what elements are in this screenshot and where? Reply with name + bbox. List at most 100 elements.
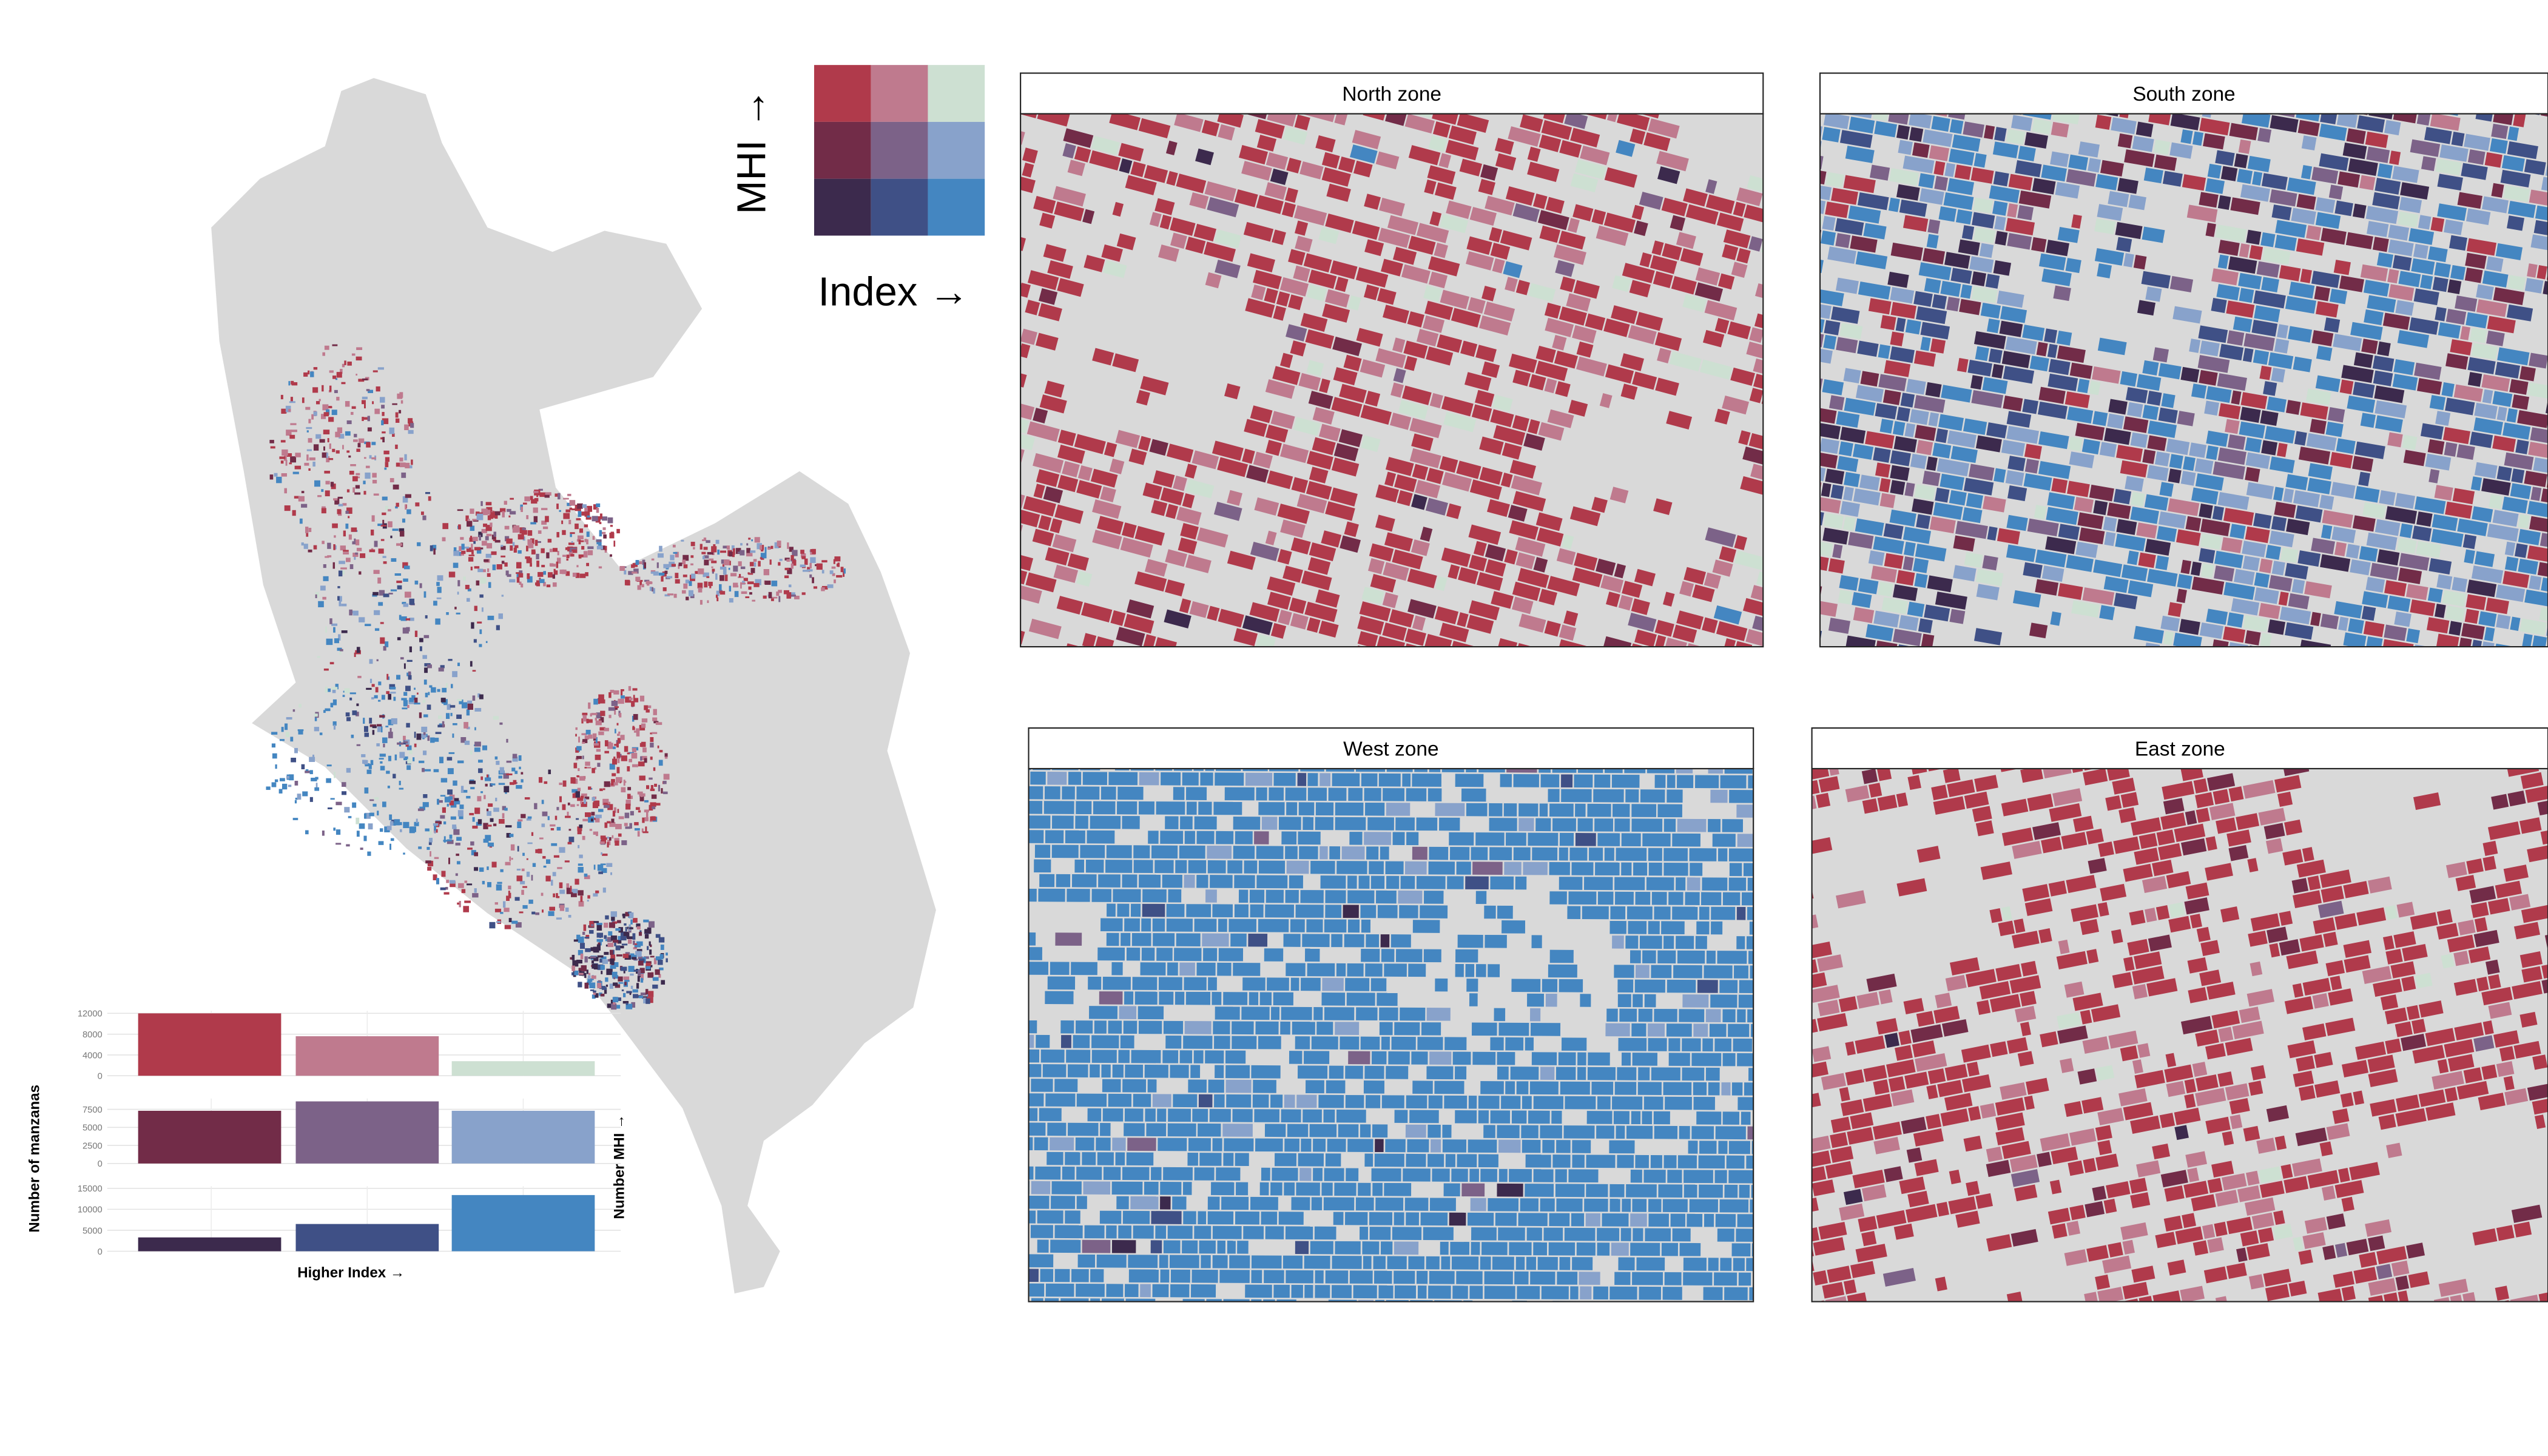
block <box>1195 148 1214 166</box>
map-block <box>605 945 609 947</box>
map-block <box>338 570 343 577</box>
map-block <box>625 826 631 829</box>
y-tick-label: 10000 <box>78 1205 103 1215</box>
map-block <box>306 449 312 451</box>
block <box>1563 610 1579 627</box>
map-block <box>472 893 479 898</box>
map-block <box>338 504 343 507</box>
map-block <box>370 529 374 536</box>
block <box>1077 465 1093 481</box>
block <box>2427 439 2445 455</box>
block <box>1272 366 1301 385</box>
block <box>2399 553 2430 571</box>
block <box>1511 475 1543 496</box>
map-block <box>610 949 613 955</box>
block <box>2426 617 2450 634</box>
map-block <box>600 965 605 970</box>
map-block <box>596 924 602 931</box>
block <box>1890 242 1923 261</box>
map-block <box>313 367 318 370</box>
block <box>1823 334 1837 350</box>
block <box>1676 232 1696 249</box>
block <box>2078 141 2100 158</box>
block <box>1185 479 1215 499</box>
block <box>1838 441 1853 457</box>
block <box>2147 391 2162 406</box>
map-block <box>590 818 593 822</box>
map-block <box>613 757 616 763</box>
block <box>1938 414 1964 431</box>
block <box>2293 490 2320 508</box>
block <box>2316 301 2339 318</box>
block <box>1835 218 1864 236</box>
map-block <box>466 795 471 799</box>
map-block <box>695 571 698 575</box>
block <box>1265 530 1277 545</box>
block <box>1609 487 1629 504</box>
map-block <box>604 935 607 939</box>
map-block <box>639 743 645 747</box>
block <box>2183 456 2196 471</box>
block <box>2169 454 2183 469</box>
block <box>2180 559 2192 575</box>
legend-cell <box>814 121 871 179</box>
block <box>2198 325 2228 343</box>
block <box>2333 260 2351 275</box>
block <box>1062 460 1080 477</box>
map-block <box>334 772 335 778</box>
block <box>1110 610 1126 626</box>
block <box>1282 126 1308 145</box>
map-block <box>314 727 320 732</box>
map-block <box>638 969 641 977</box>
map-block <box>466 709 470 716</box>
lima-outline <box>211 78 936 1294</box>
map-block <box>593 921 599 923</box>
map-block <box>582 818 588 821</box>
map-block <box>388 593 393 595</box>
block <box>1485 544 1506 562</box>
block <box>2168 602 2182 618</box>
map-block <box>614 706 619 709</box>
map-block <box>738 574 741 578</box>
map-block <box>294 800 297 804</box>
block <box>1404 113 1435 133</box>
map-block <box>595 817 600 823</box>
map-block <box>467 521 473 527</box>
map-block <box>436 597 442 599</box>
map-block <box>438 667 444 672</box>
map-block <box>314 716 317 721</box>
map-block <box>792 550 798 556</box>
block <box>1574 159 1606 180</box>
map-block <box>486 510 491 515</box>
block <box>1554 244 1586 265</box>
block <box>1820 302 1832 319</box>
map-block <box>363 835 367 841</box>
map-block <box>382 496 388 500</box>
block <box>1662 592 1675 607</box>
map-block <box>578 949 584 956</box>
block <box>1272 229 1286 245</box>
block <box>1734 535 1747 551</box>
map-block <box>633 918 638 923</box>
map-block <box>380 539 385 541</box>
block <box>1994 215 2006 231</box>
block <box>2176 529 2201 547</box>
block <box>1591 497 1608 513</box>
block <box>1076 480 1102 499</box>
map-block <box>647 972 654 978</box>
map-block <box>342 791 347 795</box>
map-block <box>336 397 340 401</box>
block <box>2223 582 2255 600</box>
block <box>1437 334 1463 353</box>
map-block <box>486 533 492 536</box>
map-block <box>361 754 366 758</box>
block <box>2180 366 2200 383</box>
map-block <box>527 576 533 583</box>
block <box>1239 145 1269 165</box>
map-block <box>682 554 689 561</box>
map-block <box>461 550 466 554</box>
map-block <box>587 719 593 723</box>
block <box>2216 284 2240 301</box>
block <box>2199 504 2213 519</box>
map-block <box>642 559 645 565</box>
